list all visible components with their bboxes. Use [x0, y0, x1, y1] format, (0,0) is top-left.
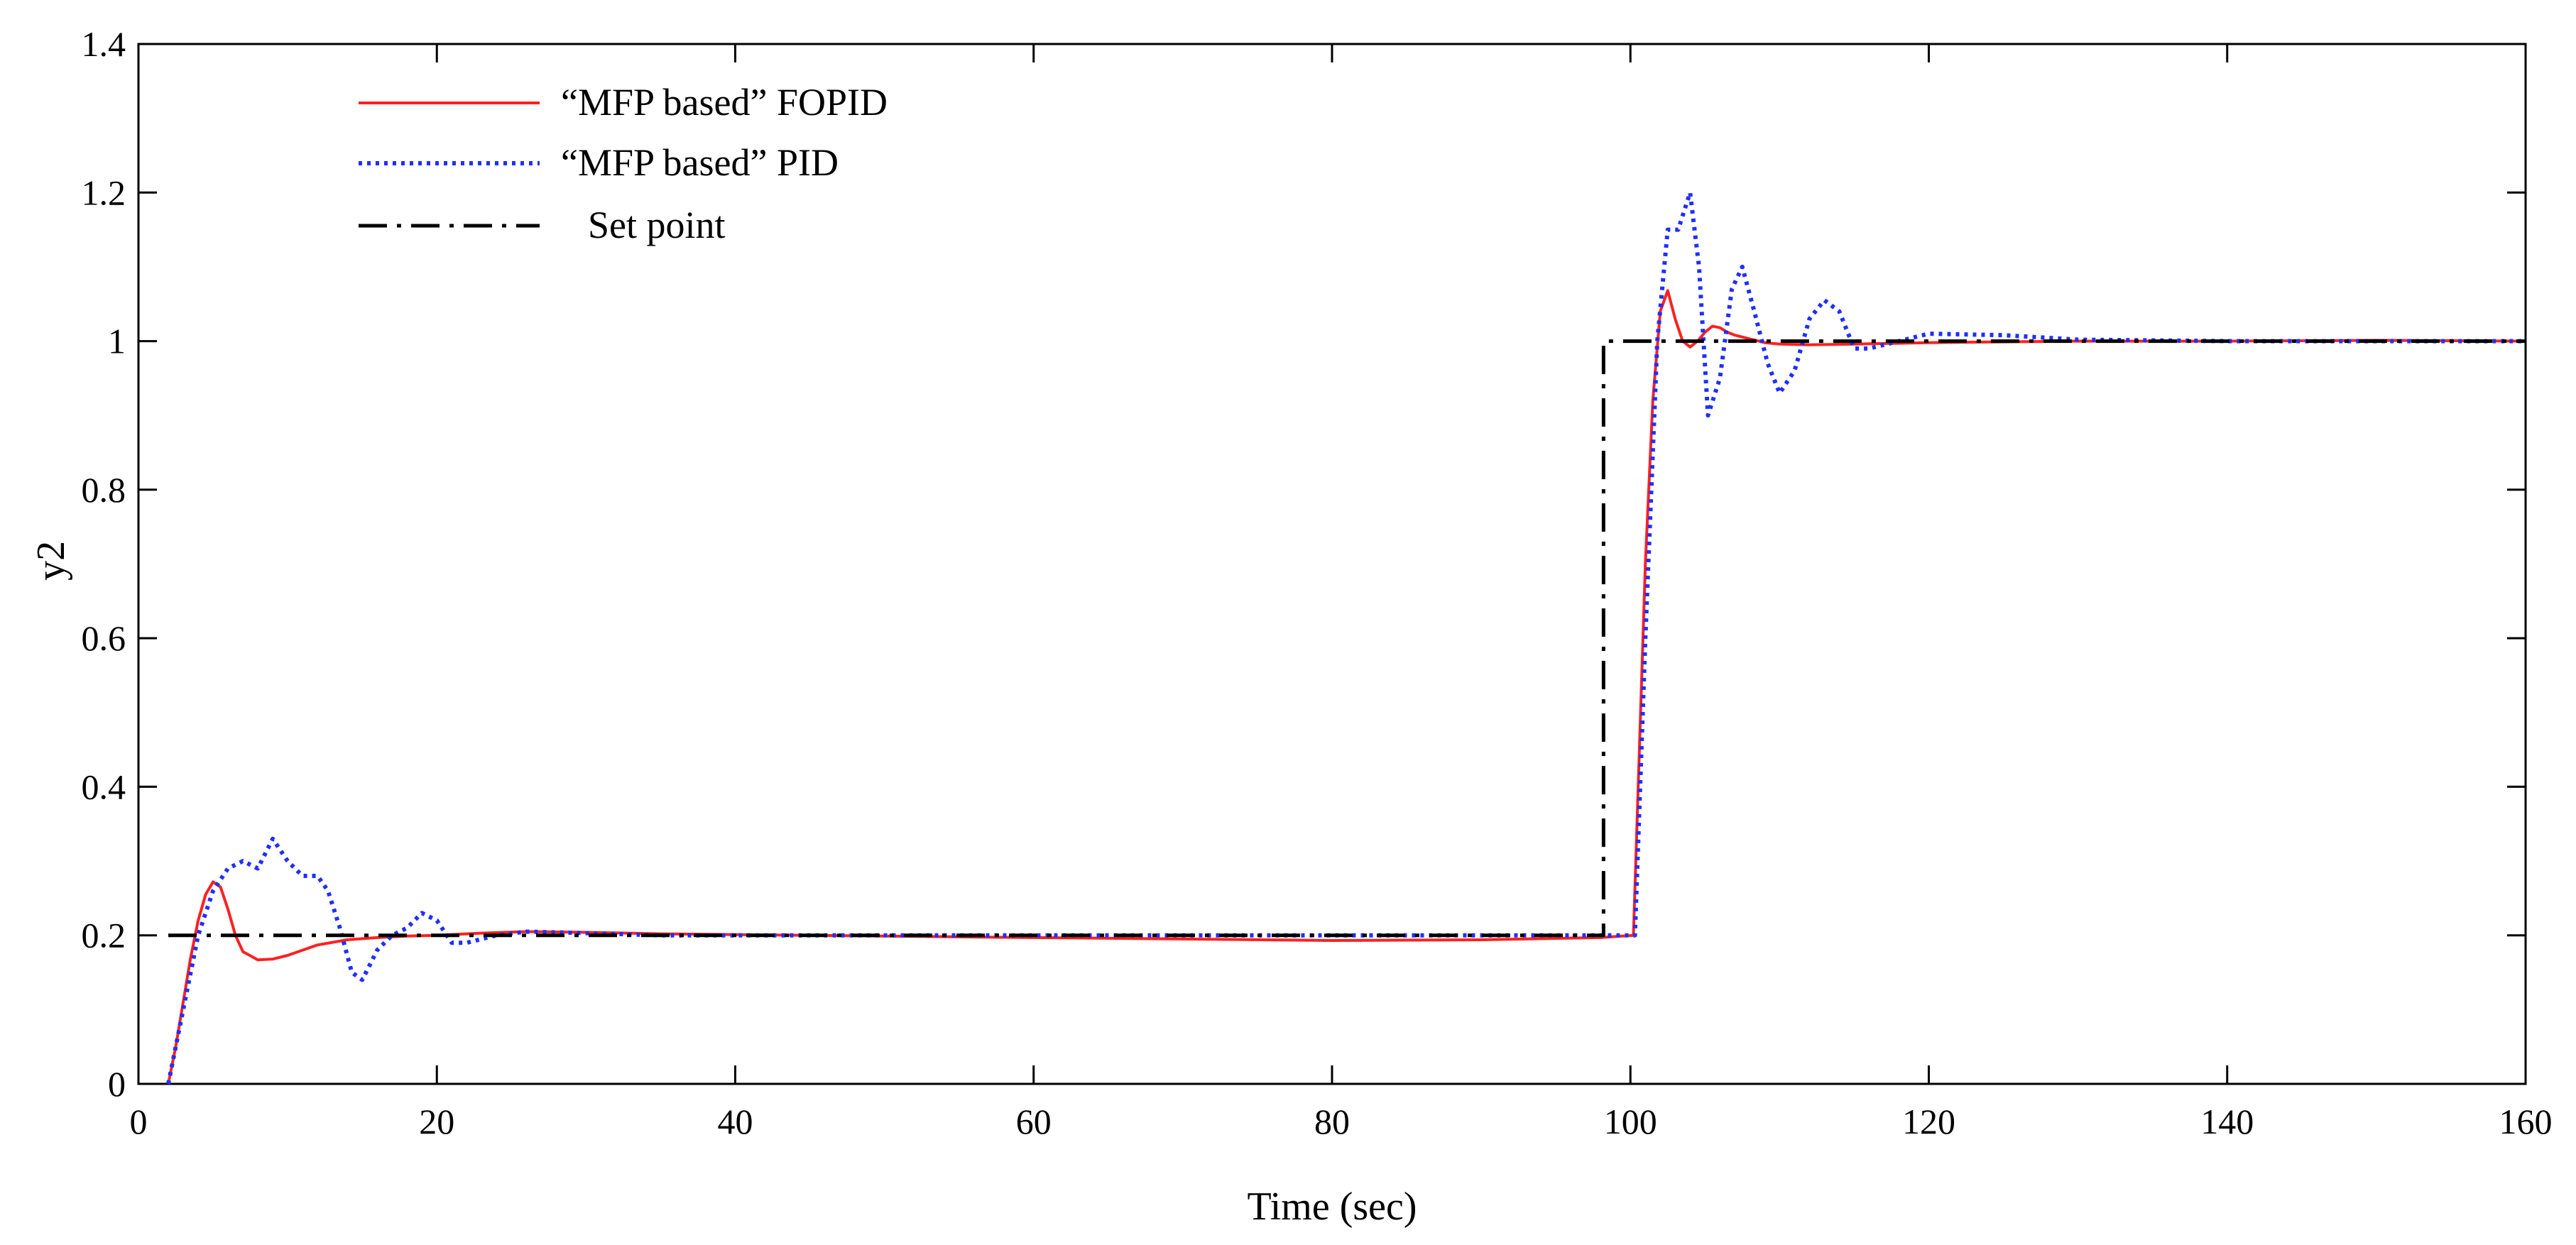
x-axis-title: Time (sec): [1247, 1185, 1417, 1229]
y-tick-label: 1.4: [82, 24, 126, 64]
series-line-fopid: [167, 289, 2526, 1085]
y-tick-label: 0.2: [82, 916, 126, 955]
legend-label-setpoint: Set point: [588, 204, 726, 246]
y-axis-title: y2: [29, 541, 73, 581]
legend: “MFP based” FOPID “MFP based” PID Set po…: [359, 81, 888, 246]
x-tick-label: 60: [1016, 1102, 1052, 1141]
y-tick-label: 0.6: [82, 618, 126, 658]
series-line-pid: [166, 190, 2526, 1085]
x-tick-label: 140: [2200, 1102, 2254, 1141]
x-tick-label: 120: [1902, 1102, 1955, 1141]
plot-frame: [137, 43, 2527, 1085]
legend-label-fopid: “MFP based” FOPID: [561, 81, 888, 124]
y-tick-label: 0.4: [82, 767, 126, 806]
series-lines: [166, 190, 2526, 1085]
x-tick-labels: 0 20 40 60 80 100 120 140 160: [130, 1102, 2553, 1141]
x-tick-label: 80: [1314, 1102, 1350, 1141]
y-tick-label: 1.2: [82, 172, 126, 212]
x-tick-label: 100: [1604, 1102, 1657, 1141]
legend-label-pid: “MFP based” PID: [561, 141, 839, 184]
y-tick-label: 1: [108, 322, 126, 361]
y-tick-labels: 0 0.2 0.4 0.6 0.8 1 1.2 1.4: [82, 24, 126, 1104]
x-tick-label: 20: [419, 1102, 454, 1141]
x-tick-label: 40: [718, 1102, 753, 1141]
y-tick-label: 0: [108, 1064, 126, 1104]
series-line-setpoint: [168, 339, 2526, 938]
axis-ticks: [138, 44, 2526, 1084]
y-tick-label: 0.8: [82, 470, 126, 510]
x-tick-label: 160: [2499, 1102, 2553, 1141]
x-tick-label: 0: [130, 1102, 148, 1141]
